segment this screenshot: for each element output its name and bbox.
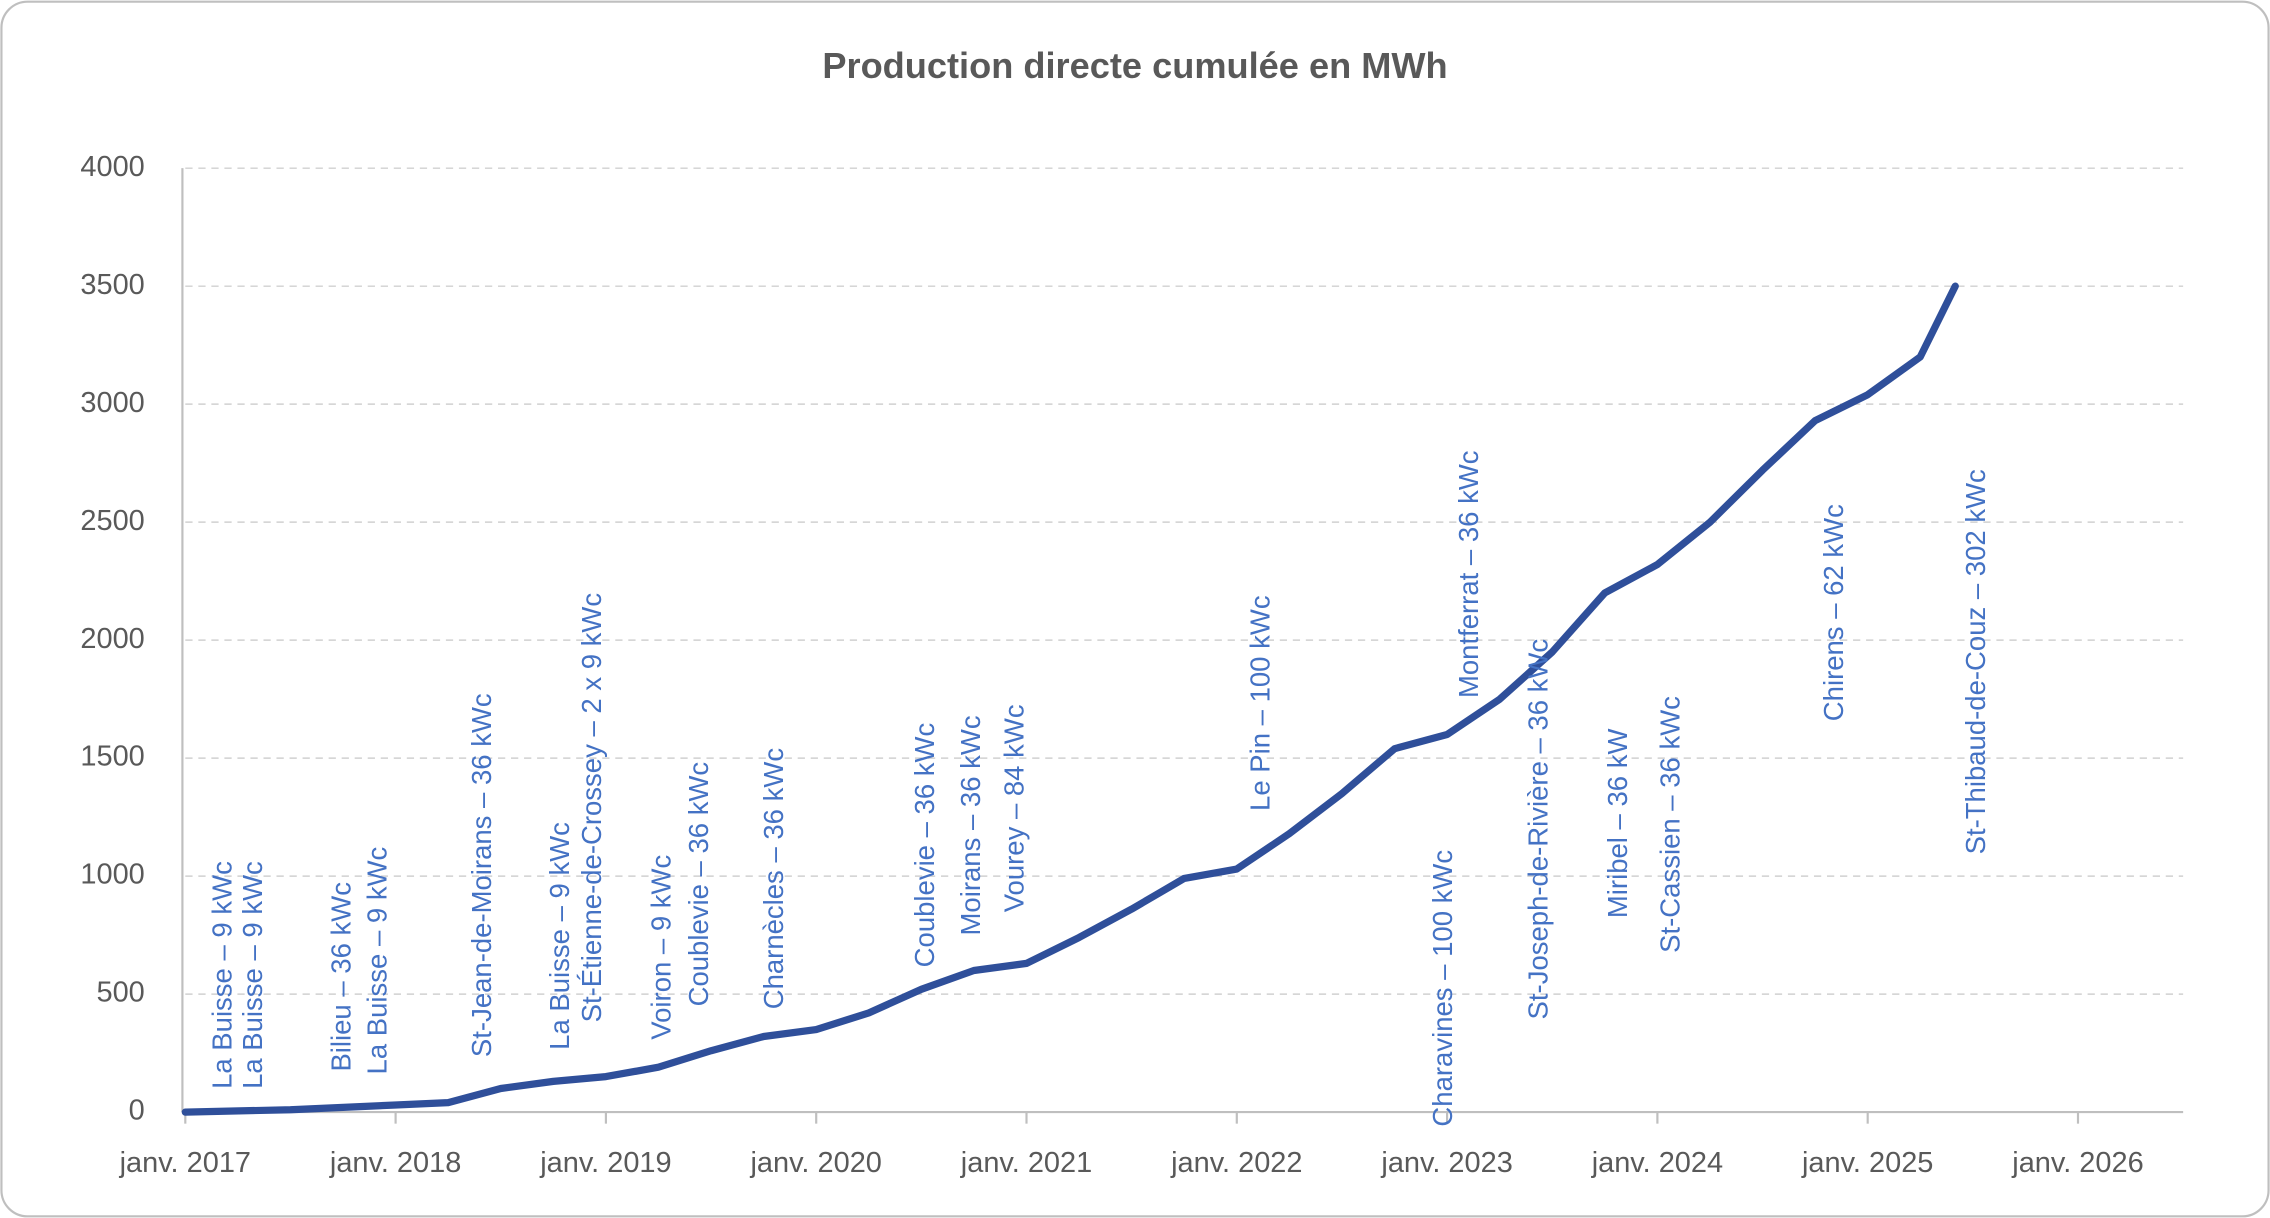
annotation: Montferrat – 36 kWc	[1453, 450, 1484, 698]
annotation: La Buisse – 9 kWc	[237, 861, 268, 1089]
annotation: La Buisse – 9 kWc	[362, 846, 393, 1074]
x-tick-label: janv. 2024	[1591, 1147, 1723, 1179]
y-tick-label: 2000	[80, 623, 144, 655]
y-tick-label: 3500	[80, 269, 144, 301]
y-tick-label: 1500	[80, 741, 144, 773]
annotation: La Buisse – 9 kWc	[544, 822, 575, 1050]
x-tick-label: janv. 2023	[1380, 1147, 1512, 1179]
annotation: Charnècles – 36 kWc	[758, 748, 789, 1010]
annotation: St-Jean-de-Moirans – 36 kWc	[466, 693, 497, 1057]
y-tick-label: 4000	[80, 151, 144, 183]
y-tick-label: 500	[96, 977, 144, 1009]
annotation: Charavines – 100 kWc	[1427, 850, 1458, 1127]
x-tick-label: janv. 2021	[960, 1147, 1092, 1179]
x-tick-label: janv. 2017	[119, 1147, 251, 1179]
chart-title: Production directe cumulée en MWh	[822, 45, 1447, 86]
x-tick-label: janv. 2018	[329, 1147, 461, 1179]
annotation: Le Pin – 100 kWc	[1245, 595, 1276, 811]
annotation: Miribel – 36 kW	[1602, 729, 1633, 919]
y-tick-label: 0	[129, 1095, 145, 1127]
annotation: Bilieu – 36 kWc	[325, 882, 356, 1072]
annotation: Voiron – 9 kWc	[645, 855, 676, 1040]
y-tick-label: 2500	[80, 505, 144, 537]
annotation: St-Étienne-de-Crossey – 2 x 9 kWc	[576, 593, 607, 1023]
y-tick-label: 1000	[80, 859, 144, 891]
annotation: Coublevie – 36 kWc	[683, 762, 714, 1007]
annotation: St-Cassien – 36 kWc	[1654, 696, 1685, 953]
x-tick-label: janv. 2019	[539, 1147, 671, 1179]
x-tick-label: janv. 2025	[1801, 1147, 1933, 1179]
annotation: La Buisse – 9 kWc	[207, 861, 238, 1089]
annotation: Moirans – 36 kWc	[955, 715, 986, 935]
x-tick-label: janv. 2026	[2011, 1147, 2143, 1179]
x-tick-label: janv. 2022	[1170, 1147, 1302, 1179]
annotation: Chirens – 62 kWc	[1818, 504, 1849, 721]
x-tick-label: janv. 2020	[750, 1147, 882, 1179]
data-line	[181, 282, 1959, 1116]
annotation: St-Joseph-de-Rivière – 36 kWc	[1523, 639, 1554, 1020]
annotation: St-Thibaud-de-Couz – 302 kWc	[1960, 469, 1991, 854]
y-tick-label: 3000	[80, 387, 144, 419]
annotation: Vourey – 84 kWc	[999, 704, 1030, 912]
annotation: Coublevie – 36 kWc	[909, 722, 940, 967]
